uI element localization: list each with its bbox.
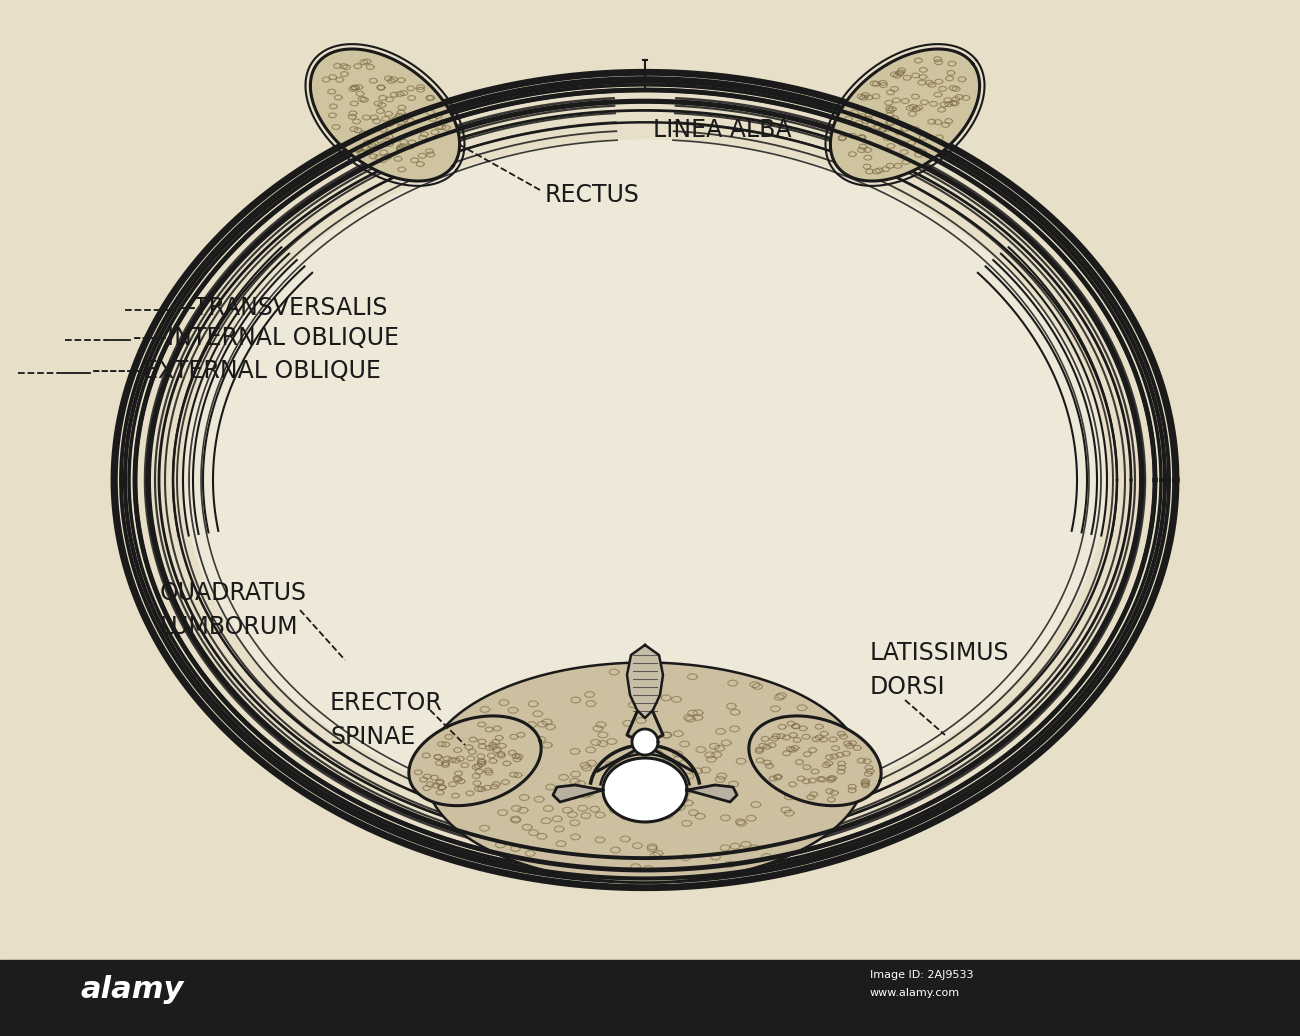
Text: www.alamy.com: www.alamy.com (870, 988, 961, 998)
Text: ----INTERNAL OBLIQUE: ----INTERNAL OBLIQUE (133, 326, 399, 350)
Text: --TRANSVERSALIS: --TRANSVERSALIS (179, 296, 389, 320)
Text: ------EXTERNAL OBLIQUE: ------EXTERNAL OBLIQUE (92, 359, 381, 383)
Polygon shape (185, 140, 1105, 821)
Polygon shape (603, 758, 686, 822)
Text: LINEA ALBA: LINEA ALBA (653, 118, 792, 142)
Polygon shape (111, 65, 1180, 895)
Polygon shape (749, 716, 881, 806)
Text: LATISSIMUS
DORSI: LATISSIMUS DORSI (870, 641, 1010, 698)
Polygon shape (632, 729, 658, 755)
Text: QUADRATUS
LUMBORUM: QUADRATUS LUMBORUM (160, 581, 307, 639)
Polygon shape (627, 645, 663, 718)
Polygon shape (686, 785, 737, 802)
Polygon shape (195, 145, 1095, 815)
Polygon shape (311, 49, 460, 181)
Polygon shape (552, 785, 603, 802)
Polygon shape (831, 49, 980, 181)
Text: alamy: alamy (81, 976, 183, 1005)
Text: Image ID: 2AJ9533: Image ID: 2AJ9533 (870, 970, 974, 980)
Polygon shape (425, 662, 864, 883)
Text: ERECTOR
SPINAE: ERECTOR SPINAE (330, 691, 443, 749)
Polygon shape (410, 716, 541, 806)
Text: RECTUS: RECTUS (545, 183, 640, 207)
